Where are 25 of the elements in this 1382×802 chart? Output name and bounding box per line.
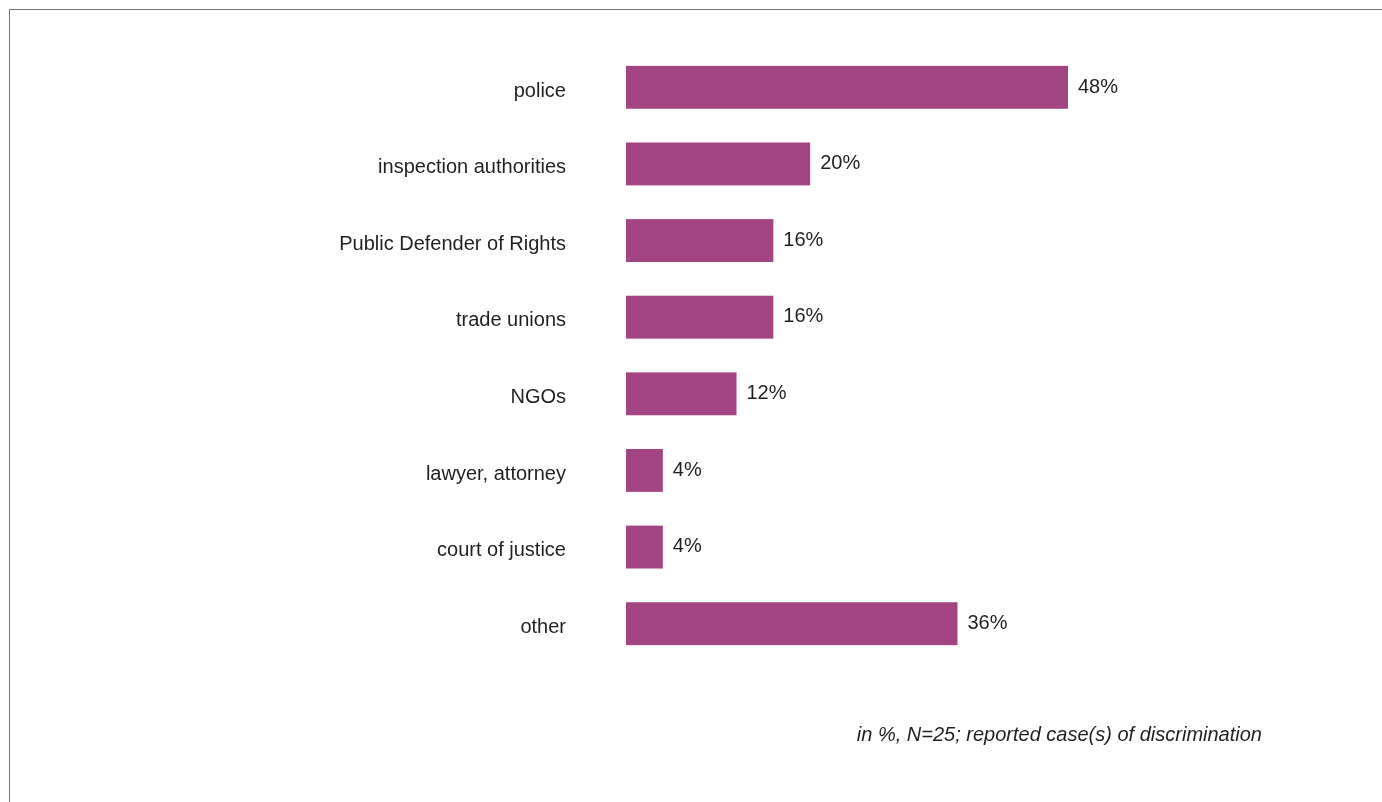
- bar: [626, 448, 663, 492]
- bar: [626, 65, 1068, 109]
- bar: [626, 602, 958, 646]
- data-label: 4%: [672, 534, 702, 557]
- y-tick-label: NGOs: [510, 385, 566, 408]
- bar: [626, 142, 811, 186]
- data-label: 16%: [783, 304, 824, 327]
- data-label: 12%: [746, 381, 787, 404]
- bar: [626, 219, 774, 263]
- y-tick-label: inspection authorities: [378, 155, 566, 178]
- bar: [626, 525, 663, 569]
- y-tick-label: Public Defender of Rights: [339, 231, 566, 254]
- y-tick-label: court of justice: [437, 538, 566, 561]
- y-tick-label: police: [513, 78, 566, 101]
- data-label: 20%: [820, 151, 861, 174]
- text: in %, N=25; reported case(s) of discrimination: [856, 723, 1262, 745]
- data-label: 4%: [672, 457, 702, 480]
- bar: [626, 295, 774, 339]
- y-tick-label: lawyer, attorney: [425, 461, 566, 484]
- data-label: 48%: [1078, 74, 1119, 97]
- data-label: 16%: [783, 227, 824, 250]
- y-tick-label: trade unions: [455, 308, 566, 331]
- data-label: 36%: [967, 610, 1008, 633]
- bar: [626, 372, 737, 416]
- y-tick-label: other: [520, 614, 567, 637]
